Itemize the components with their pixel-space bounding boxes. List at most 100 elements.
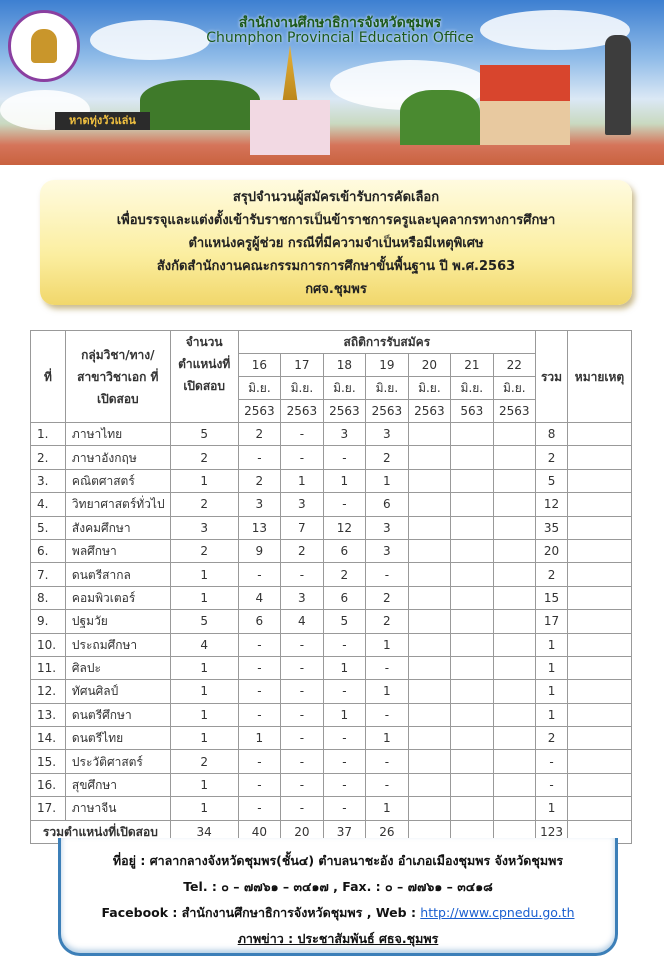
row-number: 14.: [30, 726, 66, 751]
phone-fax: Tel. : ๐ – ๗๗๖๑ – ๓๔๑๗ , Fax. : ๐ – ๗๗๖๑…: [183, 879, 493, 894]
row-daily-count: 1: [365, 468, 409, 494]
row-daily-count: [450, 796, 494, 821]
header-date: 17 มิ.ย. 2563: [280, 353, 324, 423]
row-total: 1: [535, 796, 568, 821]
row-number: 10.: [30, 632, 66, 657]
row-daily-count: [407, 772, 452, 798]
row-remark: [567, 655, 632, 681]
row-subject: ภาษาจีน: [64, 796, 171, 821]
row-daily-count: [492, 772, 537, 798]
table-row: 8. คอมพิวเตอร์ 1 4 3 6 2 15: [30, 585, 632, 611]
row-daily-count: [450, 421, 494, 447]
row-daily-count: -: [365, 655, 409, 681]
row-total: 5: [535, 468, 568, 494]
row-daily-count: 2: [237, 468, 282, 494]
header-banner: สำนักงานศึกษาธิการจังหวัดชุมพร Chumphon …: [0, 0, 664, 165]
row-total: 1: [535, 679, 568, 704]
row-daily-count: 3: [322, 421, 367, 447]
row-daily-count: 1: [322, 702, 367, 728]
row-daily-count: -: [237, 679, 282, 704]
row-daily-count: [407, 726, 452, 751]
row-daily-count: -: [280, 562, 324, 587]
header-total: รวม: [535, 330, 568, 423]
row-daily-count: [407, 749, 452, 774]
table-row: 2. ภาษาอังกฤษ 2- - -2 2: [30, 445, 632, 470]
row-daily-count: [407, 796, 452, 821]
row-daily-count: -: [280, 655, 324, 681]
title-box: สรุปจำนวนผู้สมัครเข้ารับการคัดเลือก เพื่…: [40, 180, 632, 305]
address: ที่อยู่ : ศาลากลางจังหวัดชุมพร(ชั้น๔) ตำ…: [112, 853, 564, 868]
row-daily-count: -: [280, 749, 324, 774]
row-daily-count: 1: [365, 679, 409, 704]
row-total: -: [535, 772, 568, 798]
row-daily-count: [492, 702, 537, 728]
row-daily-count: -: [322, 632, 367, 657]
row-remark: [567, 562, 632, 587]
facebook-web: Facebook : สำนักงานศึกษาธิการจังหวัดชุมพ…: [61, 900, 615, 926]
table-row: 5. สังคมศึกษา 3 13 7 12 3 35: [30, 515, 632, 540]
header-date-day: 22: [493, 354, 536, 377]
row-number: 11.: [30, 655, 66, 681]
website-link[interactable]: http://www.cpnedu.go.th: [420, 905, 575, 920]
table-row: 3. คณิตศาสตร์ 1 2 1 1 1 5: [30, 468, 632, 494]
row-daily-count: 5: [322, 609, 367, 634]
row-daily-count: 1: [237, 726, 282, 751]
row-daily-count: 6: [322, 538, 367, 564]
trees: [400, 90, 480, 145]
row-daily-count: [450, 562, 494, 587]
row-subject: ดนตรีไทย: [64, 726, 171, 751]
row-daily-count: 6: [322, 585, 367, 611]
row-daily-count: [450, 585, 494, 611]
row-subject: ปฐมวัย: [64, 609, 171, 634]
table-row: 11. ศิลปะ 1- -1-1: [30, 655, 632, 681]
row-daily-count: 6: [365, 492, 409, 517]
table-row: 7. ดนตรีสากล 1- -2-2: [30, 562, 632, 587]
header-date-day: 18: [323, 354, 366, 377]
row-daily-count: [407, 585, 452, 611]
row-daily-count: -: [322, 726, 367, 751]
row-daily-count: 1: [365, 796, 409, 821]
row-total: 2: [535, 726, 568, 751]
row-subject: ศิลปะ: [64, 655, 171, 681]
table-row: 14. ดนตรีไทย 1 1- -1 2: [30, 726, 632, 751]
row-daily-count: 4: [280, 609, 324, 634]
row-positions: 1: [169, 796, 239, 821]
row-number: 1.: [30, 421, 66, 447]
row-daily-count: [450, 702, 494, 728]
row-number: 13.: [30, 702, 66, 728]
row-subject: วิทยาศาสตร์ทั่วไป: [64, 492, 171, 517]
row-daily-count: [407, 655, 452, 681]
row-total: 20: [535, 538, 568, 564]
row-daily-count: -: [280, 772, 324, 798]
statue-image: [605, 35, 631, 135]
header-date: 18 มิ.ย. 2563: [322, 353, 367, 423]
header-date: 20 มิ.ย. 2563: [407, 353, 452, 423]
row-subject: สุขศึกษา: [64, 772, 171, 798]
header-date-month: มิ.ย.: [323, 377, 366, 400]
title-line: สรุปจำนวนผู้สมัครเข้ารับการคัดเลือก: [232, 190, 440, 205]
header-date-day: 17: [281, 354, 323, 377]
table-row: 13. ดนตรีศึกษา 1- -1-1: [30, 702, 632, 728]
row-daily-count: -: [280, 702, 324, 728]
header-date: 21 มิ.ย. 563: [450, 353, 494, 423]
header-stats: สถิติการรับสมัคร: [237, 330, 537, 354]
row-daily-count: [492, 749, 537, 774]
row-daily-count: [492, 796, 537, 821]
row-daily-count: [450, 655, 494, 681]
row-daily-count: [492, 515, 537, 540]
row-daily-count: [492, 609, 537, 634]
row-remark: [567, 702, 632, 728]
row-positions: 1: [169, 655, 239, 681]
office-logo: [8, 10, 80, 82]
row-daily-count: -: [237, 702, 282, 728]
header-date: 19 มิ.ย. 2563: [365, 353, 409, 423]
beach-sign: หาดทุ่งวัวแล่น: [55, 112, 150, 130]
row-daily-count: [407, 515, 452, 540]
row-daily-count: -: [280, 726, 324, 751]
row-total: 1: [535, 632, 568, 657]
row-number: 12.: [30, 679, 66, 704]
row-positions: 1: [169, 702, 239, 728]
row-subject: ประถมศึกษา: [64, 632, 171, 657]
title-line: ตำแหน่งครูผู้ช่วย กรณีที่มีความจำเป็นหรื…: [188, 236, 484, 251]
row-daily-count: [407, 492, 452, 517]
